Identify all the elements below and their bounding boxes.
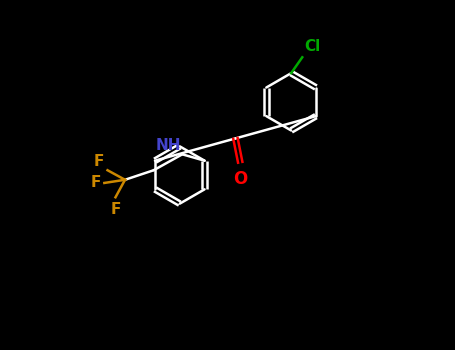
Text: F: F	[110, 202, 121, 217]
Text: O: O	[233, 170, 248, 188]
Text: F: F	[94, 154, 104, 169]
Text: F: F	[91, 175, 101, 190]
Text: NH: NH	[155, 138, 181, 153]
Text: Cl: Cl	[304, 39, 320, 54]
